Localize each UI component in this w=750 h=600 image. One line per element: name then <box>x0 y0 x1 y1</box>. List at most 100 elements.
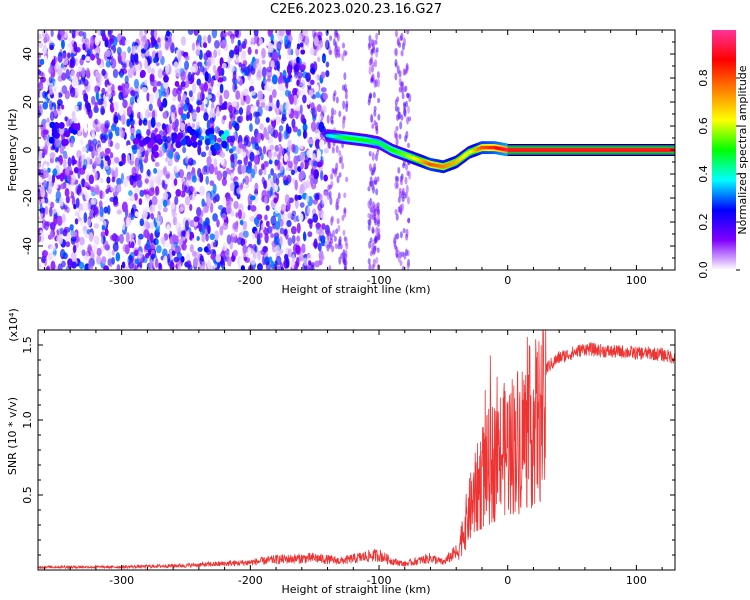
noise-mark <box>157 214 163 225</box>
colorbar-label: Normalized spectral amplitude <box>736 65 749 234</box>
noise-mark <box>234 45 240 56</box>
noise-mark <box>292 126 299 133</box>
noise-mark <box>377 78 381 88</box>
noise-mark <box>62 229 68 237</box>
noise-mark <box>104 228 109 237</box>
noise-mark <box>253 155 259 165</box>
noise-mark <box>93 245 98 255</box>
noise-mark <box>375 128 379 135</box>
noise-mark <box>177 85 183 91</box>
noise-mark <box>204 217 210 227</box>
noise-mark <box>247 46 252 55</box>
noise-mark <box>277 172 281 179</box>
noise-mark <box>202 35 207 43</box>
noise-mark <box>101 68 106 76</box>
noise-mark <box>189 244 194 253</box>
noise-mark <box>42 44 48 55</box>
noise-mark <box>101 225 106 231</box>
noise-mark <box>377 113 381 121</box>
snr-x-tick-label: -200 <box>238 574 263 587</box>
noise-mark <box>58 51 63 57</box>
noise-mark <box>124 244 130 255</box>
noise-mark <box>109 102 115 113</box>
noise-mark <box>170 104 176 113</box>
noise-mark <box>175 221 182 233</box>
noise-mark <box>206 94 213 100</box>
noise-mark <box>319 39 324 48</box>
noise-mark <box>181 230 187 237</box>
noise-mark <box>139 218 145 227</box>
noise-mark <box>109 151 114 159</box>
noise-mark <box>325 61 330 68</box>
noise-mark <box>39 89 43 100</box>
noise-mark <box>127 46 132 54</box>
noise-mark <box>39 204 43 215</box>
noise-mark <box>374 203 378 211</box>
bright-spot <box>132 137 139 145</box>
noise-mark <box>101 32 107 42</box>
noise-mark <box>90 77 94 84</box>
noise-mark <box>80 138 84 145</box>
noise-mark <box>46 265 51 270</box>
noise-mark <box>201 198 206 208</box>
noise-mark <box>196 100 203 106</box>
noise-mark <box>367 258 371 265</box>
noise-mark <box>111 176 116 183</box>
noise-mark <box>371 123 375 129</box>
noise-mark <box>51 254 57 262</box>
spectrogram-y-tick-label: 0 <box>21 147 34 154</box>
noise-mark <box>162 206 168 213</box>
noise-mark <box>64 90 71 100</box>
noise-mark <box>397 196 401 204</box>
noise-mark <box>50 30 54 38</box>
noise-mark <box>405 130 409 139</box>
noise-mark <box>222 196 227 206</box>
noise-mark <box>308 260 312 266</box>
noise-mark <box>50 260 56 270</box>
noise-mark <box>151 195 158 206</box>
noise-mark <box>306 99 311 105</box>
noise-mark <box>270 233 274 239</box>
noise-mark <box>82 201 89 213</box>
noise-mark <box>220 157 225 166</box>
noise-mark <box>57 108 62 116</box>
noise-mark <box>47 174 52 183</box>
noise-mark <box>104 155 110 162</box>
noise-mark <box>76 149 82 159</box>
noise-mark <box>370 39 374 47</box>
noise-mark <box>134 59 139 65</box>
noise-mark <box>148 187 155 197</box>
noise-mark <box>49 229 54 240</box>
noise-mark <box>163 255 168 266</box>
noise-mark <box>228 120 233 130</box>
noise-mark <box>249 123 253 132</box>
noise-mark <box>109 196 116 203</box>
noise-mark <box>53 215 58 227</box>
noise-mark <box>399 260 403 266</box>
noise-mark <box>406 92 410 99</box>
noise-mark <box>243 136 249 147</box>
noise-mark <box>81 146 87 153</box>
noise-mark <box>369 237 373 244</box>
noise-mark <box>189 219 196 228</box>
noise-mark <box>153 30 158 39</box>
noise-mark <box>287 248 293 258</box>
noise-mark <box>242 151 247 158</box>
noise-mark <box>114 156 120 164</box>
noise-mark <box>203 52 209 61</box>
noise-mark <box>335 145 339 153</box>
noise-mark <box>206 260 211 269</box>
noise-mark <box>373 79 377 88</box>
noise-mark <box>231 230 237 238</box>
noise-mark <box>79 210 84 218</box>
noise-mark <box>302 220 307 229</box>
noise-mark <box>299 183 305 194</box>
noise-mark <box>234 54 240 63</box>
noise-mark <box>142 209 148 220</box>
noise-mark <box>304 239 311 251</box>
noise-mark <box>228 49 234 59</box>
noise-mark <box>215 110 221 117</box>
noise-mark <box>99 236 104 245</box>
noise-mark <box>94 171 98 181</box>
noise-mark <box>287 212 293 219</box>
